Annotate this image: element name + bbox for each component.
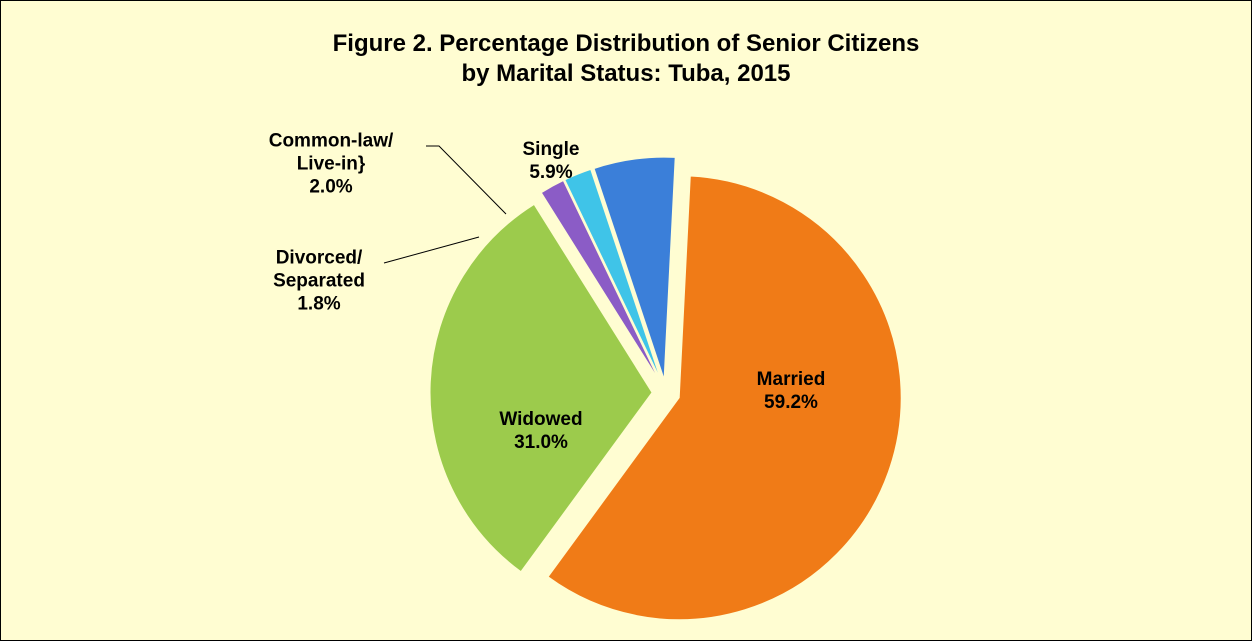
value-label: 31.0%: [514, 432, 568, 453]
pie-slice: [547, 175, 902, 621]
category: Common-law/ Live-in}: [268, 130, 394, 175]
value-label: 1.8%: [297, 293, 341, 315]
value-label: 5.9%: [529, 162, 573, 183]
leader-line: [426, 145, 507, 215]
leader-line: [383, 236, 480, 264]
category: Married: [756, 369, 826, 390]
category: Divorced/ Separated: [273, 247, 365, 292]
pie-slice: [429, 203, 653, 573]
pie-slice: [540, 179, 660, 382]
chart-title: Figure 2. Percentage Distribution of Sen…: [332, 30, 920, 87]
pie-slice: [564, 168, 662, 381]
slice-label: Common-law/ Live-in} 2.0%: [269, 130, 394, 199]
value-label: 59.2%: [764, 392, 818, 413]
slice-label: Single 5.9%: [522, 138, 579, 184]
slice-label: Widowed 31.0%: [499, 408, 582, 454]
pie-slice: [593, 156, 676, 380]
category: Single: [522, 139, 580, 160]
slice-label: Married 59.2%: [757, 368, 826, 414]
category: Widowed: [499, 409, 583, 430]
slice-label: Divorced/ Separated 1.8%: [273, 247, 365, 316]
value-label: 2.0%: [309, 176, 353, 198]
